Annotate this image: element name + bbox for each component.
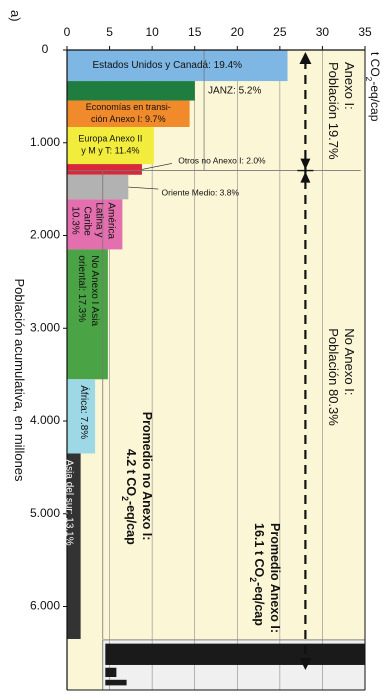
plot-background [67, 50, 365, 690]
y-tick-label: 10 [145, 25, 159, 39]
excess-bar [105, 679, 127, 686]
y-tick-label: 5 [106, 25, 113, 39]
annex1-label: Anexo I: [342, 62, 357, 110]
nonannex1-average-value: 4.2 t CO2-eq/cap [120, 449, 138, 545]
y-tick-label: 15 [188, 25, 202, 39]
region-bar [67, 126, 154, 165]
region-label: Oriente Medio: 3.8% [162, 187, 240, 197]
region-label: Economías en transi-ción Anexo I: 9.7% [86, 102, 171, 124]
leader-line [141, 163, 172, 170]
y-tick-label: 20 [231, 25, 245, 39]
y-tick-label: 35 [358, 25, 372, 39]
arrow-head-mid-right [300, 171, 311, 183]
region-label: Otros no Anexo I: 2.0% [178, 156, 266, 166]
region-label-line: América [105, 202, 116, 239]
region-label-line: Caribe [81, 206, 92, 236]
region-label-line: 10.3% [69, 206, 80, 234]
region-label: JANZ: 5.2% [208, 85, 261, 96]
nonannex1-label: No Anexo I: [342, 328, 357, 395]
x-tick-label: 6.000 [30, 599, 60, 613]
region-bar [66, 379, 96, 454]
arrow-head-left [299, 52, 312, 64]
region-bar [66, 81, 195, 101]
y-axis-title: t CO2-eq/cap [364, 52, 382, 122]
excess-bar [105, 643, 365, 665]
x-tick-label: 1.000 [30, 135, 60, 149]
region-label: África: 7.8% [78, 385, 91, 439]
x-tick-label: 3.000 [30, 320, 60, 334]
region-label: Europa Anexo II y M y T: 11.4% [78, 134, 142, 156]
x-tick-label: 0 [42, 42, 49, 56]
panel-label: a) [8, 10, 23, 22]
y-tick-label: 25 [273, 25, 287, 39]
region-bar [66, 249, 108, 380]
region-bar [67, 174, 129, 200]
excess-bar [105, 667, 117, 678]
x-axis-title: Población acumulativa, en millones [12, 278, 27, 482]
region-bar [66, 50, 288, 82]
region-label: Asia del sur: 13.1% [64, 459, 75, 545]
arrow-head-right [299, 658, 312, 670]
x-tick-label: 4.000 [30, 413, 60, 427]
region-label: Estados Unidos y Canadá: 19.4% [92, 60, 242, 71]
x-tick-label: 2.000 [30, 228, 60, 242]
annex1-average-value: 16.1 t CO2-eq/cap [248, 523, 266, 626]
nonannex1-average-label: Promedio no Anexo I: [140, 412, 154, 541]
region-bar [67, 199, 123, 250]
region-label-line: Latina y [93, 202, 104, 237]
annex1-average-label: Promedio Anexo I: [268, 523, 282, 633]
y-tick-label: 30 [316, 25, 330, 39]
x-tick-label: 5.000 [30, 506, 60, 520]
region-label-line: No Anexo I Asia [89, 255, 100, 326]
region-bar [67, 100, 190, 127]
nonannex1-label: Población 80.3% [326, 328, 341, 426]
region-bar [67, 164, 142, 175]
region-bar [67, 453, 81, 639]
region-label-line: oriental: 17.3% [76, 255, 87, 322]
y-tick-label: 0 [64, 25, 71, 39]
leader-line [128, 186, 159, 190]
arrow-head-mid-left [300, 158, 311, 170]
annex1-label: Población 19.7% [326, 62, 341, 160]
